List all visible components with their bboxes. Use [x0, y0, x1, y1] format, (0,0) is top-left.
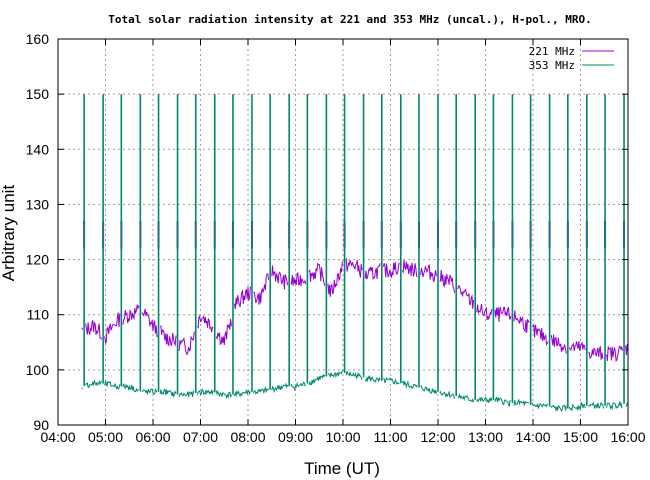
series-line-353-segment [401, 379, 418, 389]
y-tick-label: 110 [27, 307, 50, 323]
x-tick-label: 14:00 [515, 429, 550, 445]
x-tick-label: 09:00 [278, 429, 313, 445]
series-line-221-segment [290, 272, 307, 287]
series-line-353-segment [104, 380, 121, 390]
x-tick-label: 12:00 [420, 429, 455, 445]
x-tick-label: 16:00 [610, 429, 645, 445]
series-line-221-segment [531, 323, 549, 346]
series-line-353-segment [568, 401, 586, 412]
series-line-353-segment [327, 369, 344, 379]
series-line-221-segment [308, 262, 326, 286]
series-line-353-segment [382, 377, 400, 385]
y-tick-label: 150 [26, 86, 50, 102]
series-line-353-segment [308, 373, 326, 386]
series-line-353-segment [513, 398, 530, 406]
series-layer [81, 94, 629, 413]
y-tick-label: 90 [33, 417, 49, 433]
series-line-353-segment [531, 402, 549, 410]
series-line-221-segment [81, 327, 83, 330]
series-line-353-segment [271, 382, 289, 394]
y-tick-label: 130 [26, 196, 50, 212]
y-tick-label: 160 [26, 31, 50, 47]
series-line-353-segment [345, 370, 363, 380]
x-tick-label: 10:00 [325, 429, 360, 445]
series-line-353-segment [159, 388, 177, 398]
series-line-353-segment [588, 401, 604, 409]
series-line-353-segment [178, 390, 195, 398]
series-line-353-segment [122, 383, 139, 393]
chart-title: Total solar radiation intensity at 221 a… [108, 13, 591, 26]
series-line-353-segment [196, 388, 214, 396]
series-line-221-segment [494, 306, 512, 322]
series-line-221-segment [550, 334, 567, 354]
legend-label-1: 353 MHz [529, 59, 575, 72]
series-line-221-segment [253, 273, 270, 305]
x-axis-title: Time (UT) [304, 459, 380, 478]
series-line-221-segment [439, 269, 456, 294]
y-tick-label: 120 [26, 252, 50, 268]
series-line-221-segment [271, 265, 289, 290]
series-line-353-segment [476, 396, 493, 403]
series-line-353-segment [420, 385, 437, 394]
x-tick-label: 15:00 [563, 429, 598, 445]
x-tick-label: 11:00 [374, 429, 408, 445]
series-line-221-segment [345, 258, 363, 278]
x-tick-label: 07:00 [183, 429, 218, 445]
grid-lines [58, 39, 628, 425]
series-line-353-segment [494, 396, 511, 408]
series-line-221-segment [85, 320, 102, 340]
series-line-221-segment [420, 263, 437, 283]
x-tick-label: 13:00 [468, 429, 503, 445]
series-line-353-segment [550, 404, 567, 413]
plot-frame [57, 38, 629, 426]
series-line-221-segment [104, 312, 121, 345]
series-line-353-segment [215, 389, 232, 400]
series-line-221-segment [215, 318, 232, 346]
series-line-221-segment [568, 341, 586, 352]
series-line-221-segment [234, 286, 251, 310]
series-line-221-segment [159, 325, 177, 347]
x-tick-label: 04:00 [40, 429, 75, 445]
series-line-221-segment [457, 285, 475, 309]
axis-ticks: 04:00 05:00 06:00 07:00 08:00 09:00 10:00 11:00… [26, 31, 646, 445]
series-line-353-segment [606, 400, 623, 411]
series-line-221-segment [327, 261, 344, 297]
series-line-353-segment [85, 379, 102, 389]
series-line-221-segment [513, 310, 530, 334]
series-line-221-segment [122, 304, 140, 325]
x-tick-label: 08:00 [230, 429, 265, 445]
legend-label-0: 221 MHz [529, 45, 575, 58]
series-line-221-segment [382, 262, 400, 278]
y-tick-label: 140 [26, 141, 50, 157]
series-line-353-segment [439, 390, 456, 399]
series-line-221-segment [588, 346, 604, 360]
x-tick-label: 06:00 [135, 429, 170, 445]
series-line-353-segment [290, 381, 306, 392]
x-tick-label: 05:00 [88, 429, 123, 445]
series-line-353-segment [364, 374, 381, 383]
series-line-221-segment [178, 331, 195, 356]
series-line-353-segment [253, 385, 270, 395]
series-line-353-segment [141, 387, 158, 395]
series-line-221-segment [196, 315, 214, 333]
series-line-221-segment [606, 345, 623, 363]
series-line-221-segment [476, 303, 493, 321]
series-line-353-segment [234, 389, 251, 398]
series-line-221-segment [364, 263, 381, 280]
y-tick-label: 100 [26, 362, 50, 378]
y-axis-title: Arbitrary unit [0, 185, 18, 282]
series-line-353-segment [81, 387, 83, 390]
series-line-353-segment [457, 393, 475, 403]
series-line-221-segment [141, 308, 158, 338]
series-line-221-segment [401, 259, 418, 278]
